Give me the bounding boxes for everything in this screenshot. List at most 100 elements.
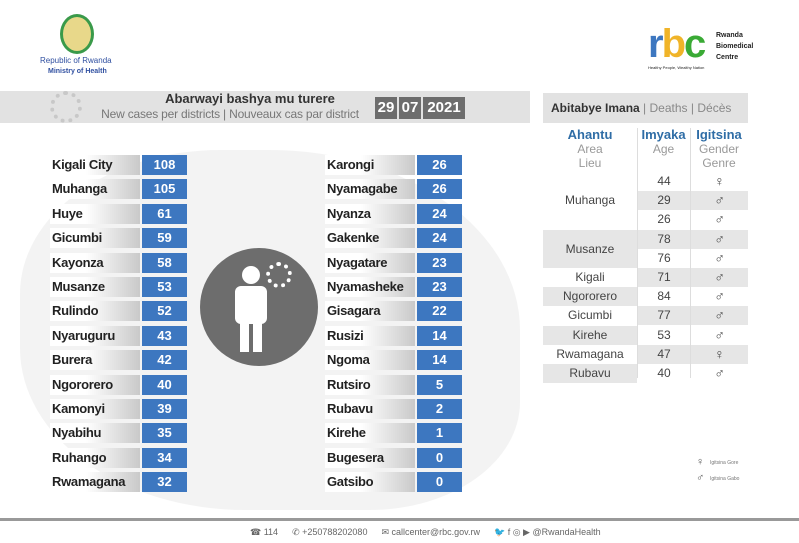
age: 76 xyxy=(657,250,671,265)
virus-icon xyxy=(50,91,82,123)
age: 40 xyxy=(657,366,671,380)
gender-icon: ♂ xyxy=(714,288,725,305)
col-header-area: Ahantu Area Lieu xyxy=(567,127,613,171)
district-name: Nyanza xyxy=(325,203,415,224)
district-row: Rutsiro 5 xyxy=(325,374,462,395)
virus-icon xyxy=(266,262,292,288)
male-icon: ♂ xyxy=(696,472,705,484)
district-name: Gicumbi xyxy=(50,228,140,249)
death-row: 78 ♂ xyxy=(543,229,748,249)
rbc-logo: rbc xyxy=(648,22,706,66)
case-count: 26 xyxy=(417,155,462,175)
legend-female: Igitsina Gore xyxy=(710,460,739,466)
district-row: Gicumbi 59 xyxy=(50,228,187,249)
gender-icon: ♀ xyxy=(714,173,725,189)
email-icon: ✉ callcenter@rbc.gov.rw xyxy=(381,527,480,537)
district-row: Ngoma 14 xyxy=(325,350,462,371)
district-row: Nyaruguru 43 xyxy=(50,325,187,346)
social-icons: 🐦 f ◎ ▶ @RwandaHealth xyxy=(494,527,601,537)
district-name: Kayonza xyxy=(50,252,140,273)
district-row: Rulindo 52 xyxy=(50,301,187,322)
gender-icon: ♂ xyxy=(714,326,725,343)
case-count: 2 xyxy=(417,399,462,419)
case-count: 61 xyxy=(142,203,187,224)
age: 44 xyxy=(657,174,671,188)
case-count: 53 xyxy=(142,277,187,297)
district-name: Kirehe xyxy=(325,423,415,444)
district-row: Bugesera 0 xyxy=(325,447,462,468)
logo-text-republic: Republic of Rwanda xyxy=(40,56,112,65)
phone-icon: ☎ 114 xyxy=(250,527,279,537)
district-name: Kigali City xyxy=(50,155,140,175)
case-count: 40 xyxy=(142,374,187,395)
death-row: 53 ♂ xyxy=(543,326,748,345)
district-name: Gakenke xyxy=(325,228,415,249)
district-name: Nyagatare xyxy=(325,252,415,273)
district-name: Bugesera xyxy=(325,447,415,468)
death-area: Kirehe xyxy=(543,325,637,345)
gender-icon: ♂ xyxy=(714,249,725,266)
district-row: Nyamasheke 23 xyxy=(325,277,462,297)
death-row: 84 ♂ xyxy=(543,287,748,306)
case-count: 105 xyxy=(142,179,187,200)
death-area: Musanze xyxy=(543,229,637,268)
age: 71 xyxy=(638,268,690,287)
case-count: 43 xyxy=(142,325,187,346)
district-name: Rubavu xyxy=(325,399,415,419)
case-count: 23 xyxy=(417,277,462,297)
district-row: Musanze 53 xyxy=(50,277,187,297)
death-area: Muhanga xyxy=(564,193,616,207)
district-row: Nyabihu 35 xyxy=(50,423,187,444)
gender-icon: ♀ xyxy=(691,344,748,364)
age: 84 xyxy=(657,289,671,304)
district-row: Gakenke 24 xyxy=(325,228,462,249)
death-row: 71 ♂ xyxy=(543,268,748,287)
case-count: 108 xyxy=(142,155,187,175)
district-name: Nyabihu xyxy=(50,423,140,444)
district-name: Musanze xyxy=(50,277,140,297)
district-name: Nyamasheke xyxy=(325,277,415,297)
case-count: 1 xyxy=(417,423,462,444)
case-count: 24 xyxy=(417,203,462,224)
case-count: 14 xyxy=(417,325,462,346)
district-name: Gatsibo xyxy=(325,472,415,493)
death-row: 77 ♂ xyxy=(543,306,748,326)
death-area: Gicumbi xyxy=(567,308,612,323)
district-name: Huye xyxy=(50,203,140,224)
case-count: 59 xyxy=(142,228,187,249)
whatsapp-icon: ✆ +250788202080 xyxy=(292,527,368,537)
col-header-age: Imyaka Age xyxy=(641,127,686,157)
age: 77 xyxy=(638,306,690,326)
death-row: 29 ♂ xyxy=(543,191,748,211)
case-count: 22 xyxy=(417,301,462,322)
rbc-name: Rwanda Biomedical Centre xyxy=(716,32,754,61)
coat-of-arms-logo xyxy=(60,14,94,54)
case-count: 0 xyxy=(417,447,462,468)
case-count: 23 xyxy=(417,252,462,273)
district-row: Kirehe 1 xyxy=(325,423,462,444)
district-name: Kamonyi xyxy=(50,399,140,419)
death-area: Rwamagana xyxy=(556,346,624,361)
district-row: Nyanza 24 xyxy=(325,203,462,224)
date-month: 07 xyxy=(399,97,421,119)
district-row: Gisagara 22 xyxy=(325,301,462,322)
rbc-tagline: Healthy People, Wealthy Nation xyxy=(648,65,705,70)
district-name: Rusizi xyxy=(325,325,415,346)
deaths-header: Abitabye Imana | Deaths | Décès xyxy=(543,93,748,123)
gender-icon: ♂ xyxy=(714,365,725,381)
banner-subtitle: New cases per districts | Nouveaux cas p… xyxy=(101,107,359,121)
district-row: Huye 61 xyxy=(50,203,187,224)
case-count: 0 xyxy=(417,472,462,493)
district-row: Nyamagabe 26 xyxy=(325,179,462,200)
gender-icon: ♂ xyxy=(714,211,725,228)
district-name: Nyamagabe xyxy=(325,179,415,200)
district-name: Rulindo xyxy=(50,301,140,322)
district-row: Muhanga 105 xyxy=(50,179,187,200)
case-count: 24 xyxy=(417,228,462,249)
district-row: Ruhango 34 xyxy=(50,447,187,468)
age: 26 xyxy=(657,212,671,227)
district-row: Rwamagana 32 xyxy=(50,472,187,493)
death-area: Ngororero xyxy=(543,287,637,307)
death-row: 44 ♀ xyxy=(543,172,748,191)
gender-icon: ♂ xyxy=(691,191,748,211)
